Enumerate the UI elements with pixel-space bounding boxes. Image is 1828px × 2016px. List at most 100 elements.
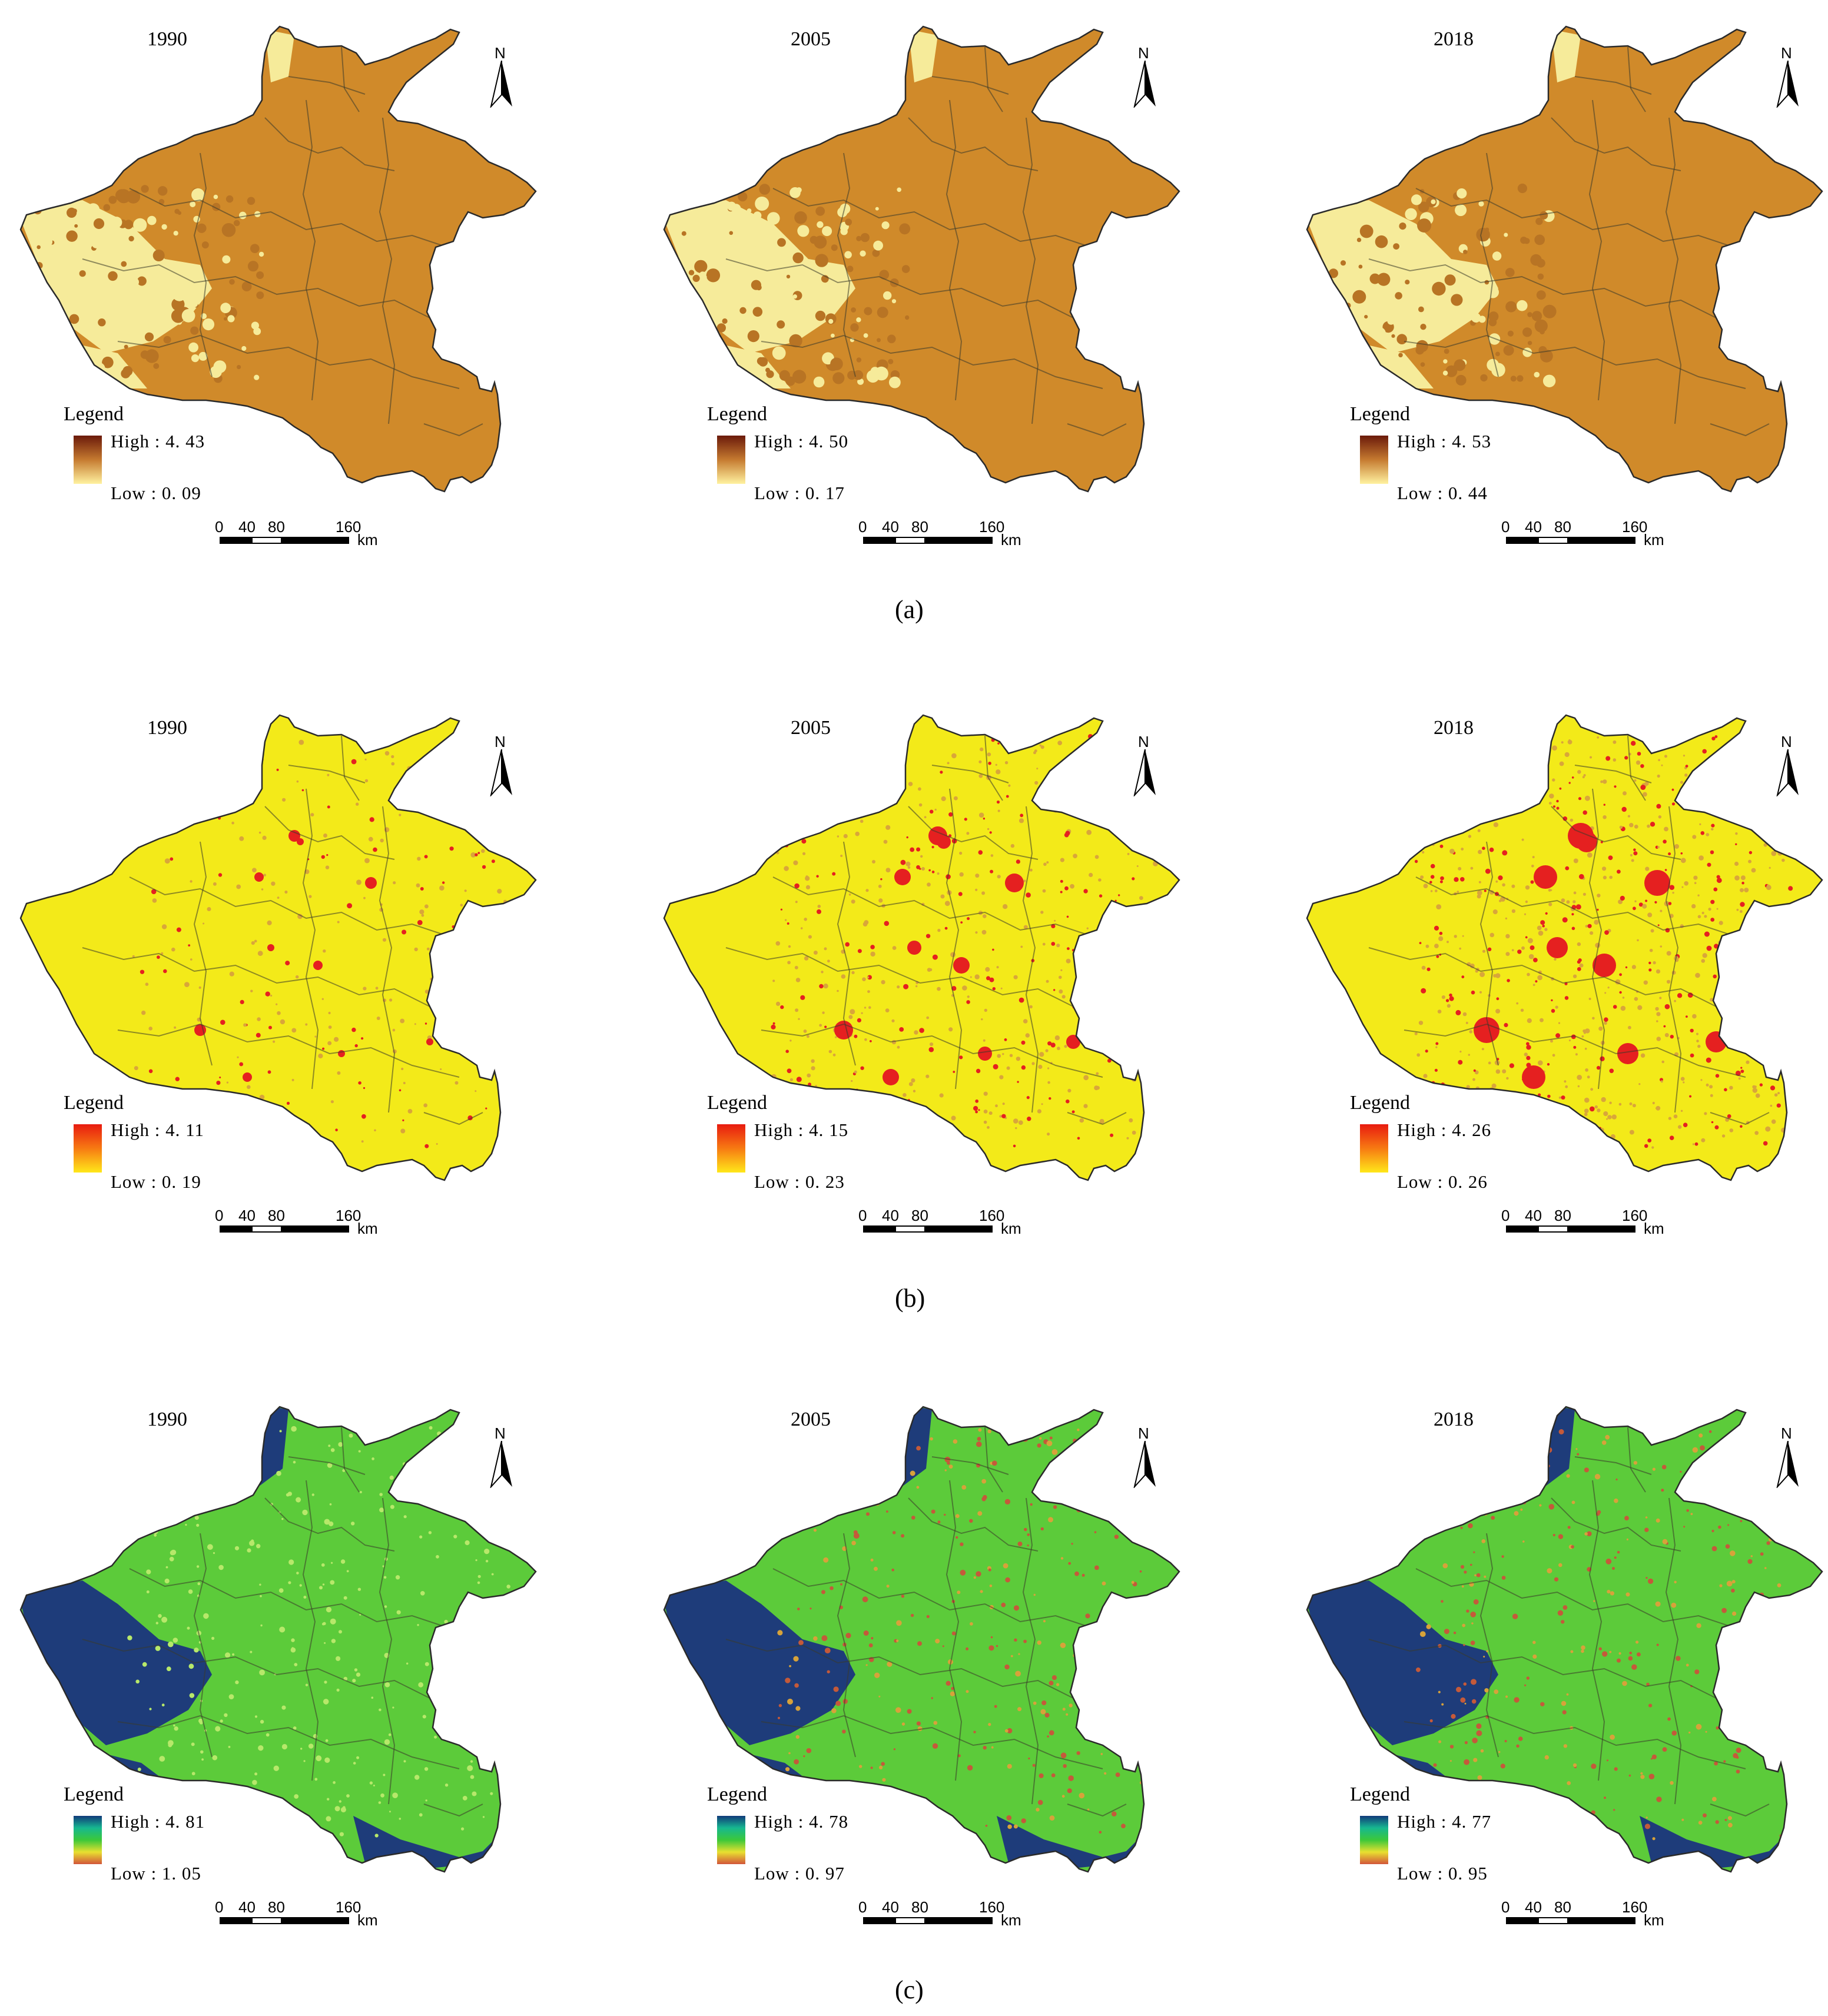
raster-cell bbox=[1644, 1144, 1648, 1148]
raster-cell bbox=[1038, 1064, 1043, 1070]
raster-cell bbox=[1763, 975, 1769, 981]
raster-cell bbox=[1099, 959, 1102, 961]
raster-cell bbox=[777, 1630, 783, 1636]
raster-cell bbox=[1537, 975, 1542, 981]
raster-cell bbox=[1463, 1644, 1465, 1646]
raster-cell bbox=[249, 740, 253, 744]
raster-cell bbox=[797, 225, 810, 237]
raster-cell bbox=[1672, 737, 1675, 739]
raster-cell bbox=[460, 1018, 465, 1023]
raster-cell bbox=[1527, 1018, 1532, 1024]
raster-cell bbox=[825, 1795, 828, 1798]
urban-cluster bbox=[834, 1021, 853, 1039]
raster-cell bbox=[1001, 1114, 1006, 1118]
raster-cell bbox=[929, 809, 934, 814]
raster-cell bbox=[880, 799, 883, 802]
raster-cell bbox=[1738, 1077, 1741, 1080]
raster-cell bbox=[1577, 1085, 1580, 1088]
raster-cell bbox=[223, 769, 225, 771]
raster-cell bbox=[278, 1588, 284, 1593]
raster-cell bbox=[1495, 880, 1498, 883]
raster-cell bbox=[1526, 1446, 1532, 1452]
raster-cell bbox=[1421, 988, 1426, 994]
raster-cell bbox=[1423, 884, 1428, 889]
raster-cell bbox=[1001, 1430, 1006, 1435]
raster-cell bbox=[35, 367, 43, 376]
raster-cell bbox=[997, 1054, 1001, 1058]
raster-cell bbox=[879, 270, 890, 280]
raster-cell bbox=[948, 812, 953, 817]
raster-cell bbox=[1710, 1094, 1713, 1097]
raster-cell bbox=[821, 971, 824, 974]
raster-cell bbox=[130, 277, 139, 287]
raster-cell bbox=[1435, 1042, 1439, 1045]
raster-cell bbox=[1661, 764, 1663, 766]
raster-cell bbox=[800, 995, 805, 1000]
raster-cell bbox=[260, 1595, 262, 1597]
raster-cell bbox=[1455, 204, 1467, 217]
raster-cell bbox=[1089, 1715, 1093, 1719]
raster-cell bbox=[1024, 1432, 1030, 1439]
raster-cell bbox=[1685, 765, 1688, 768]
raster-cell bbox=[1531, 1434, 1535, 1439]
raster-cell bbox=[301, 789, 304, 792]
raster-cell bbox=[1727, 1816, 1732, 1821]
raster-cell bbox=[1743, 1467, 1747, 1472]
raster-cell bbox=[1543, 1122, 1548, 1127]
raster-cell bbox=[1485, 868, 1491, 874]
raster-cell bbox=[1139, 942, 1143, 946]
raster-cell bbox=[1459, 947, 1461, 950]
raster-cell bbox=[926, 1615, 930, 1618]
raster-cell bbox=[310, 813, 314, 817]
scale-tick-label: 80 bbox=[268, 518, 285, 536]
raster-cell bbox=[172, 287, 187, 301]
raster-cell bbox=[1540, 329, 1545, 334]
raster-cell bbox=[1494, 1689, 1499, 1694]
raster-cell bbox=[66, 230, 78, 242]
raster-cell bbox=[1419, 754, 1424, 759]
raster-cell bbox=[337, 1071, 341, 1075]
raster-cell bbox=[1504, 1022, 1508, 1028]
raster-cell bbox=[1592, 1017, 1595, 1020]
raster-cell bbox=[1585, 1028, 1590, 1034]
urban-cluster bbox=[1534, 865, 1557, 889]
raster-cell bbox=[937, 1520, 941, 1524]
scale-bar-segment bbox=[895, 537, 925, 544]
raster-cell bbox=[1316, 296, 1323, 303]
raster-cell bbox=[1601, 1440, 1607, 1445]
raster-cell bbox=[1733, 1495, 1736, 1498]
scale-bar-segment bbox=[1538, 537, 1568, 544]
urban-cluster bbox=[1474, 1017, 1499, 1043]
county-boundary bbox=[423, 423, 483, 437]
raster-cell bbox=[945, 1142, 950, 1147]
scale-bar-segment bbox=[1567, 1225, 1635, 1233]
raster-cell bbox=[901, 1722, 905, 1726]
raster-cell bbox=[454, 1081, 459, 1085]
raster-cell bbox=[1033, 1701, 1037, 1705]
raster-cell bbox=[978, 1428, 982, 1432]
raster-cell bbox=[1654, 901, 1657, 904]
raster-cell bbox=[1600, 780, 1603, 783]
raster-cell bbox=[1577, 1453, 1580, 1456]
raster-cell bbox=[1793, 1648, 1799, 1653]
raster-cell bbox=[1116, 1685, 1121, 1690]
raster-cell bbox=[401, 1067, 404, 1071]
legend-title: Legend bbox=[707, 1092, 767, 1114]
raster-cell bbox=[1460, 1526, 1463, 1529]
raster-cell bbox=[191, 354, 200, 363]
county-boundary bbox=[1588, 788, 1605, 1090]
raster-cell bbox=[321, 998, 324, 1000]
raster-cell bbox=[865, 768, 869, 772]
raster-cell bbox=[63, 318, 68, 323]
raster-cell bbox=[107, 377, 112, 381]
province-fill bbox=[1307, 26, 1822, 491]
raster-cell bbox=[1496, 997, 1499, 1001]
raster-cell bbox=[1633, 851, 1638, 856]
raster-cell bbox=[756, 220, 767, 231]
raster-cell bbox=[1518, 1736, 1523, 1741]
legend-gradient bbox=[717, 436, 745, 484]
raster-cell bbox=[1100, 1753, 1103, 1755]
raster-cell bbox=[1603, 779, 1607, 784]
raster-cell bbox=[1701, 959, 1706, 963]
raster-cell bbox=[1474, 816, 1478, 820]
